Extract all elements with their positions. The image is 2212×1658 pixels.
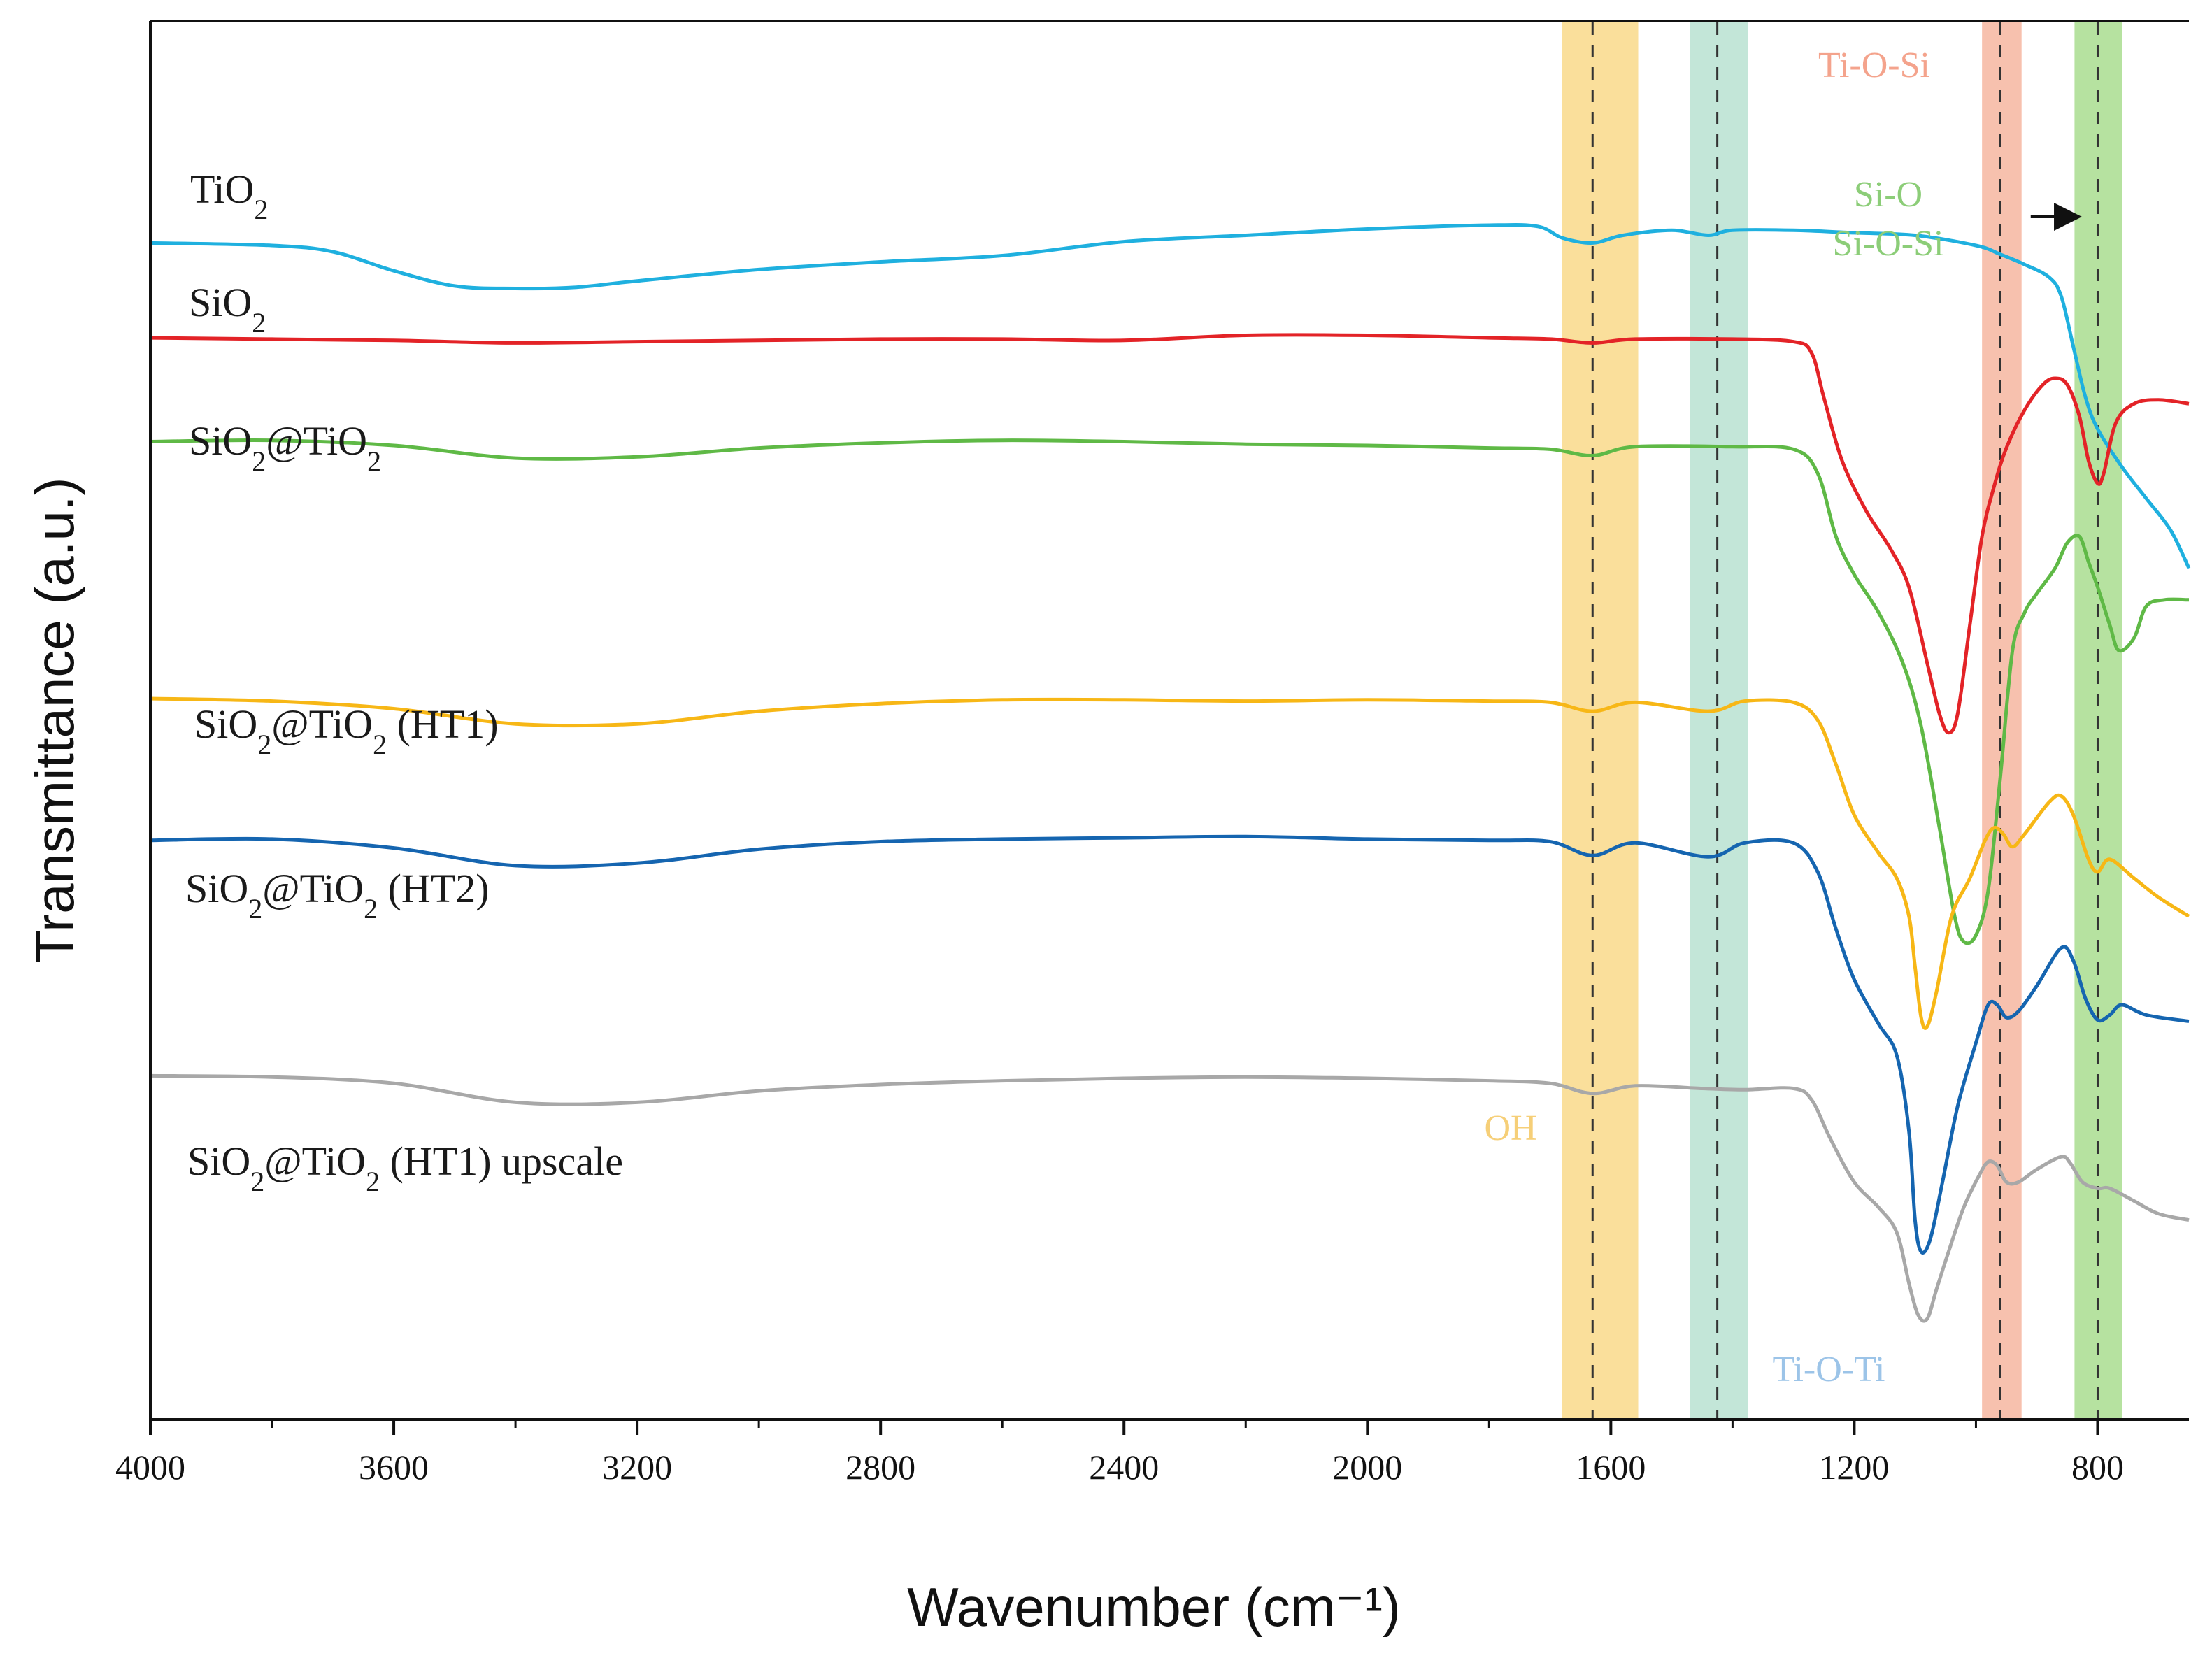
- series-label-sio2: SiO2: [189, 280, 266, 338]
- series-label-sio2-tio2: SiO2@TiO2: [189, 418, 381, 477]
- series-line-sio2: [150, 333, 2190, 735]
- spectra-series: [150, 223, 2191, 1323]
- annotation-ti-o-si: Ti-O-Si: [1818, 45, 1930, 85]
- x-tick-label: 2400: [1089, 1448, 1159, 1487]
- y-axis-title: Transmittance (a.u.): [24, 478, 85, 964]
- x-tick-label: 1200: [1819, 1448, 1889, 1487]
- band-oh: [1562, 22, 1639, 1420]
- x-tick-label: 3200: [602, 1448, 672, 1487]
- annotation-si-o-si: Si-O-Si: [1833, 224, 1944, 264]
- series-labels: TiO2 SiO2 SiO2@TiO2 SiO2@TiO2 (HT1) SiO2@TiO…: [185, 166, 623, 1197]
- x-axis-ticks: 4000 3600 3200 2800 2400 2000 1600 1200 800: [115, 1420, 2124, 1487]
- annotation-oh: OH: [1484, 1108, 1536, 1148]
- x-tick-label: 3600: [359, 1448, 429, 1487]
- series-line-sio2-tio2-ht1-: [150, 696, 2190, 1030]
- x-tick-label: 4000: [115, 1448, 185, 1487]
- band-ti-o-ti: [1690, 22, 1748, 1420]
- band-ti-o-si: [1982, 22, 2022, 1420]
- series-label-tio2: TiO2: [190, 166, 268, 225]
- series-label-sio2-tio2-ht1-upscale: SiO2@TiO2 (HT1) upscale: [187, 1138, 623, 1197]
- annotation-si-o: Si-O: [1854, 175, 1922, 215]
- series-line-sio2-tio2-ht1-upscale: [150, 1073, 2190, 1323]
- x-tick-label: 800: [2071, 1448, 2124, 1487]
- x-axis-title: Wavenumber (cm⁻¹): [907, 1576, 1401, 1638]
- series-line-sio2-tio2: [150, 438, 2190, 945]
- x-tick-label: 2000: [1332, 1448, 1402, 1487]
- x-tick-label: 1600: [1576, 1448, 1646, 1487]
- series-label-sio2-tio2-ht2-: SiO2@TiO2 (HT2): [185, 866, 490, 924]
- annotation-ti-o-ti: Ti-O-Ti: [1773, 1350, 1885, 1389]
- series-line-tio2: [150, 223, 2191, 569]
- band-center-lines: [1591, 22, 2099, 1420]
- band-annotations: OH Ti-O-Ti Ti-O-Si Si-O Si-O-Si: [1484, 45, 1943, 1389]
- x-tick-label: 2800: [845, 1448, 915, 1487]
- series-line-sio2-tio2-ht2-: [150, 834, 2190, 1255]
- series-label-sio2-tio2-ht1-: SiO2@TiO2 (HT1): [194, 701, 499, 760]
